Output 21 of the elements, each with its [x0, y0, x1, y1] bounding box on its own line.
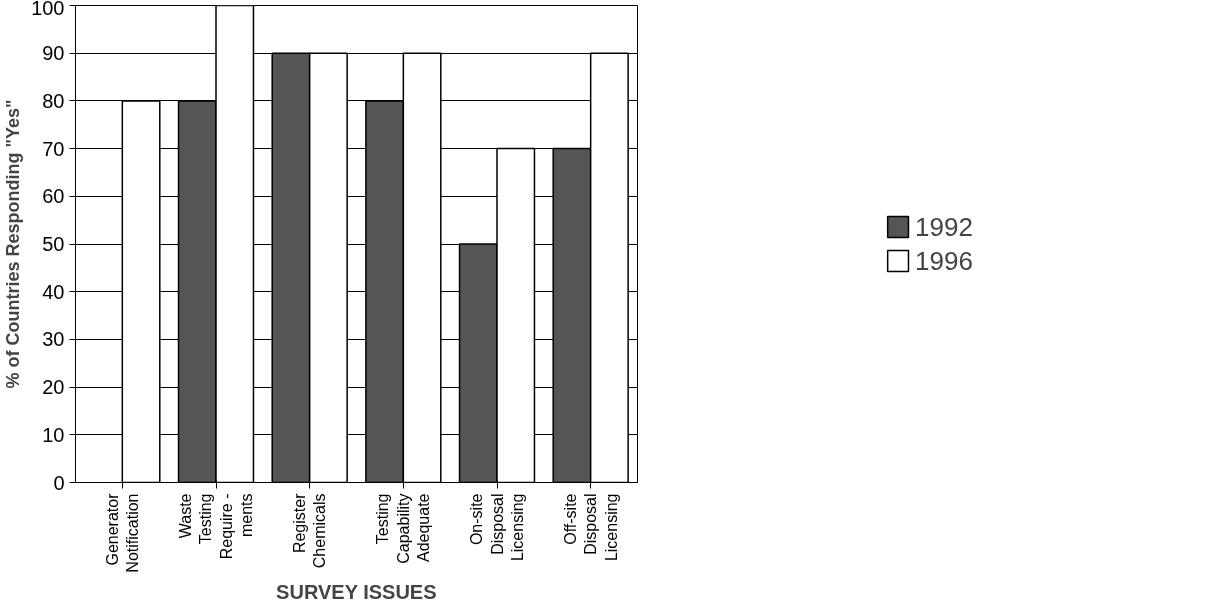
- x-tick-label: Generator Notification: [103, 492, 142, 573]
- y-tick-label: 90: [42, 42, 65, 65]
- x-tick-label: Waste Testing Require - ments: [176, 493, 256, 560]
- legend-label: 1992: [915, 211, 973, 242]
- y-tick-label: 0: [53, 471, 65, 494]
- x-tick-label: Testing Capability Adequate: [374, 493, 433, 564]
- y-axis-title: % of Countries Responding "Yes": [3, 99, 24, 389]
- y-tick-label: 60: [42, 185, 65, 208]
- y-tick-label: 80: [42, 89, 65, 112]
- y-tick-label: 100: [31, 0, 65, 19]
- x-tick-label: On-site Disposal Licensing: [468, 493, 526, 562]
- y-tick-label: 40: [42, 280, 65, 303]
- y-tick-label: 50: [42, 233, 65, 255]
- y-tick-label: 20: [42, 376, 65, 399]
- x-axis-title: SURVEY ISSUES: [276, 580, 437, 603]
- y-tick-label: 70: [42, 137, 65, 160]
- y-tick-label: 30: [42, 328, 65, 351]
- y-tick-label: 10: [42, 423, 65, 446]
- legend-label: 1996: [915, 245, 973, 276]
- x-tick-label: Register Chemicals: [290, 492, 329, 569]
- x-tick-label: Off-site Disposal Licensing: [561, 493, 620, 562]
